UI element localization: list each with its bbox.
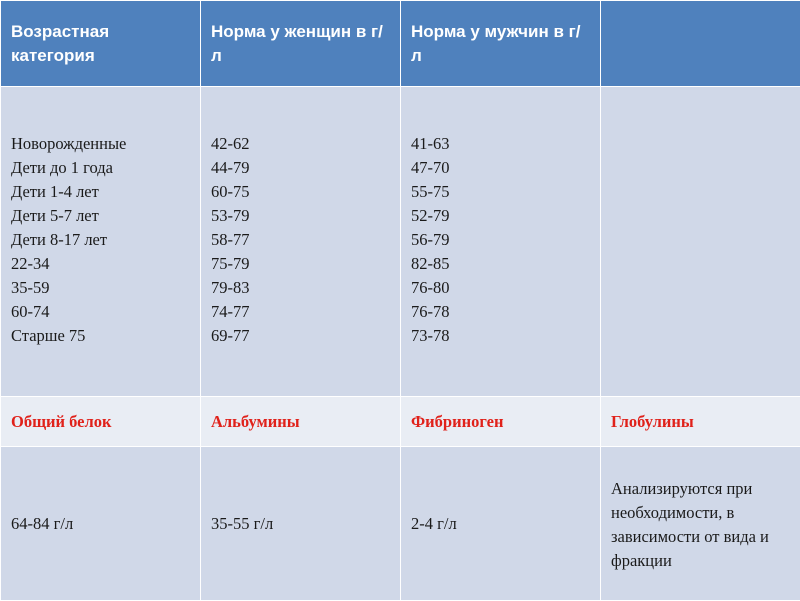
subheader-fibrinogen: Фибриноген xyxy=(401,397,601,447)
empty-cell xyxy=(601,87,800,397)
list-item: 56-79 xyxy=(411,228,590,252)
fibrinogen-value: 2-4 г/л xyxy=(401,447,601,601)
list-item: 60-75 xyxy=(211,180,390,204)
globulins-note: Анализируются при необходимости, в завис… xyxy=(601,447,800,601)
list-item: 53-79 xyxy=(211,204,390,228)
list-item: 52-79 xyxy=(411,204,590,228)
header-age-category: Возрастная категория xyxy=(1,1,201,87)
list-item: 42-62 xyxy=(211,132,390,156)
men-norms-list: 41-63 47-70 55-75 52-79 56-79 82-85 76-8… xyxy=(411,132,590,348)
women-norms-cell: 42-62 44-79 60-75 53-79 58-77 75-79 79-8… xyxy=(201,87,401,397)
list-item: 76-78 xyxy=(411,300,590,324)
list-item: 47-70 xyxy=(411,156,590,180)
header-empty xyxy=(601,1,800,87)
women-norms-list: 42-62 44-79 60-75 53-79 58-77 75-79 79-8… xyxy=(211,132,390,348)
list-item: 79-83 xyxy=(211,276,390,300)
table-subheader-row: Общий белок Альбумины Фибриноген Глобули… xyxy=(1,397,800,447)
list-item: 35-59 xyxy=(11,276,190,300)
subheader-albumins: Альбумины xyxy=(201,397,401,447)
list-item: 22-34 xyxy=(11,252,190,276)
age-categories-list: Новорожденные Дети до 1 года Дети 1-4 ле… xyxy=(11,132,190,348)
list-item: 69-77 xyxy=(211,324,390,348)
list-item: Дети до 1 года xyxy=(11,156,190,180)
list-item: 82-85 xyxy=(411,252,590,276)
list-item: 58-77 xyxy=(211,228,390,252)
table-row: 64-84 г/л 35-55 г/л 2-4 г/л Анализируютс… xyxy=(1,447,800,601)
list-item: 75-79 xyxy=(211,252,390,276)
list-item: Дети 8-17 лет xyxy=(11,228,190,252)
subheader-globulins: Глобулины xyxy=(601,397,800,447)
total-protein-value: 64-84 г/л xyxy=(1,447,201,601)
subheader-total-protein: Общий белок xyxy=(1,397,201,447)
table-row: Новорожденные Дети до 1 года Дети 1-4 ле… xyxy=(1,87,800,397)
list-item: 41-63 xyxy=(411,132,590,156)
list-item: Старше 75 xyxy=(11,324,190,348)
list-item: Дети 5-7 лет xyxy=(11,204,190,228)
list-item: 60-74 xyxy=(11,300,190,324)
list-item: 73-78 xyxy=(411,324,590,348)
list-item: 44-79 xyxy=(211,156,390,180)
men-norms-cell: 41-63 47-70 55-75 52-79 56-79 82-85 76-8… xyxy=(401,87,601,397)
list-item: Новорожденные xyxy=(11,132,190,156)
albumins-value: 35-55 г/л xyxy=(201,447,401,601)
list-item: Дети 1-4 лет xyxy=(11,180,190,204)
list-item: 76-80 xyxy=(411,276,590,300)
header-men-norm: Норма у мужчин в г/л xyxy=(401,1,601,87)
list-item: 55-75 xyxy=(411,180,590,204)
list-item: 74-77 xyxy=(211,300,390,324)
age-categories-cell: Новорожденные Дети до 1 года Дети 1-4 ле… xyxy=(1,87,201,397)
header-women-norm: Норма у женщин в г/л xyxy=(201,1,401,87)
table-header-row: Возрастная категория Норма у женщин в г/… xyxy=(1,1,800,87)
